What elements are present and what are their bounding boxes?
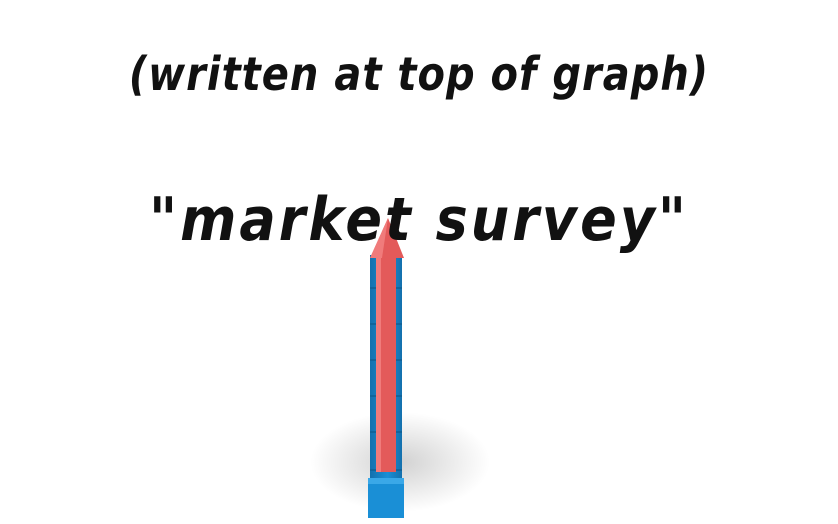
rising-arrow [370,218,404,472]
main-title-text: "market survey" [148,184,690,255]
top-note-text: (written at top of graph) [128,48,710,102]
rising-arrow-on-bar-icon [310,218,490,518]
